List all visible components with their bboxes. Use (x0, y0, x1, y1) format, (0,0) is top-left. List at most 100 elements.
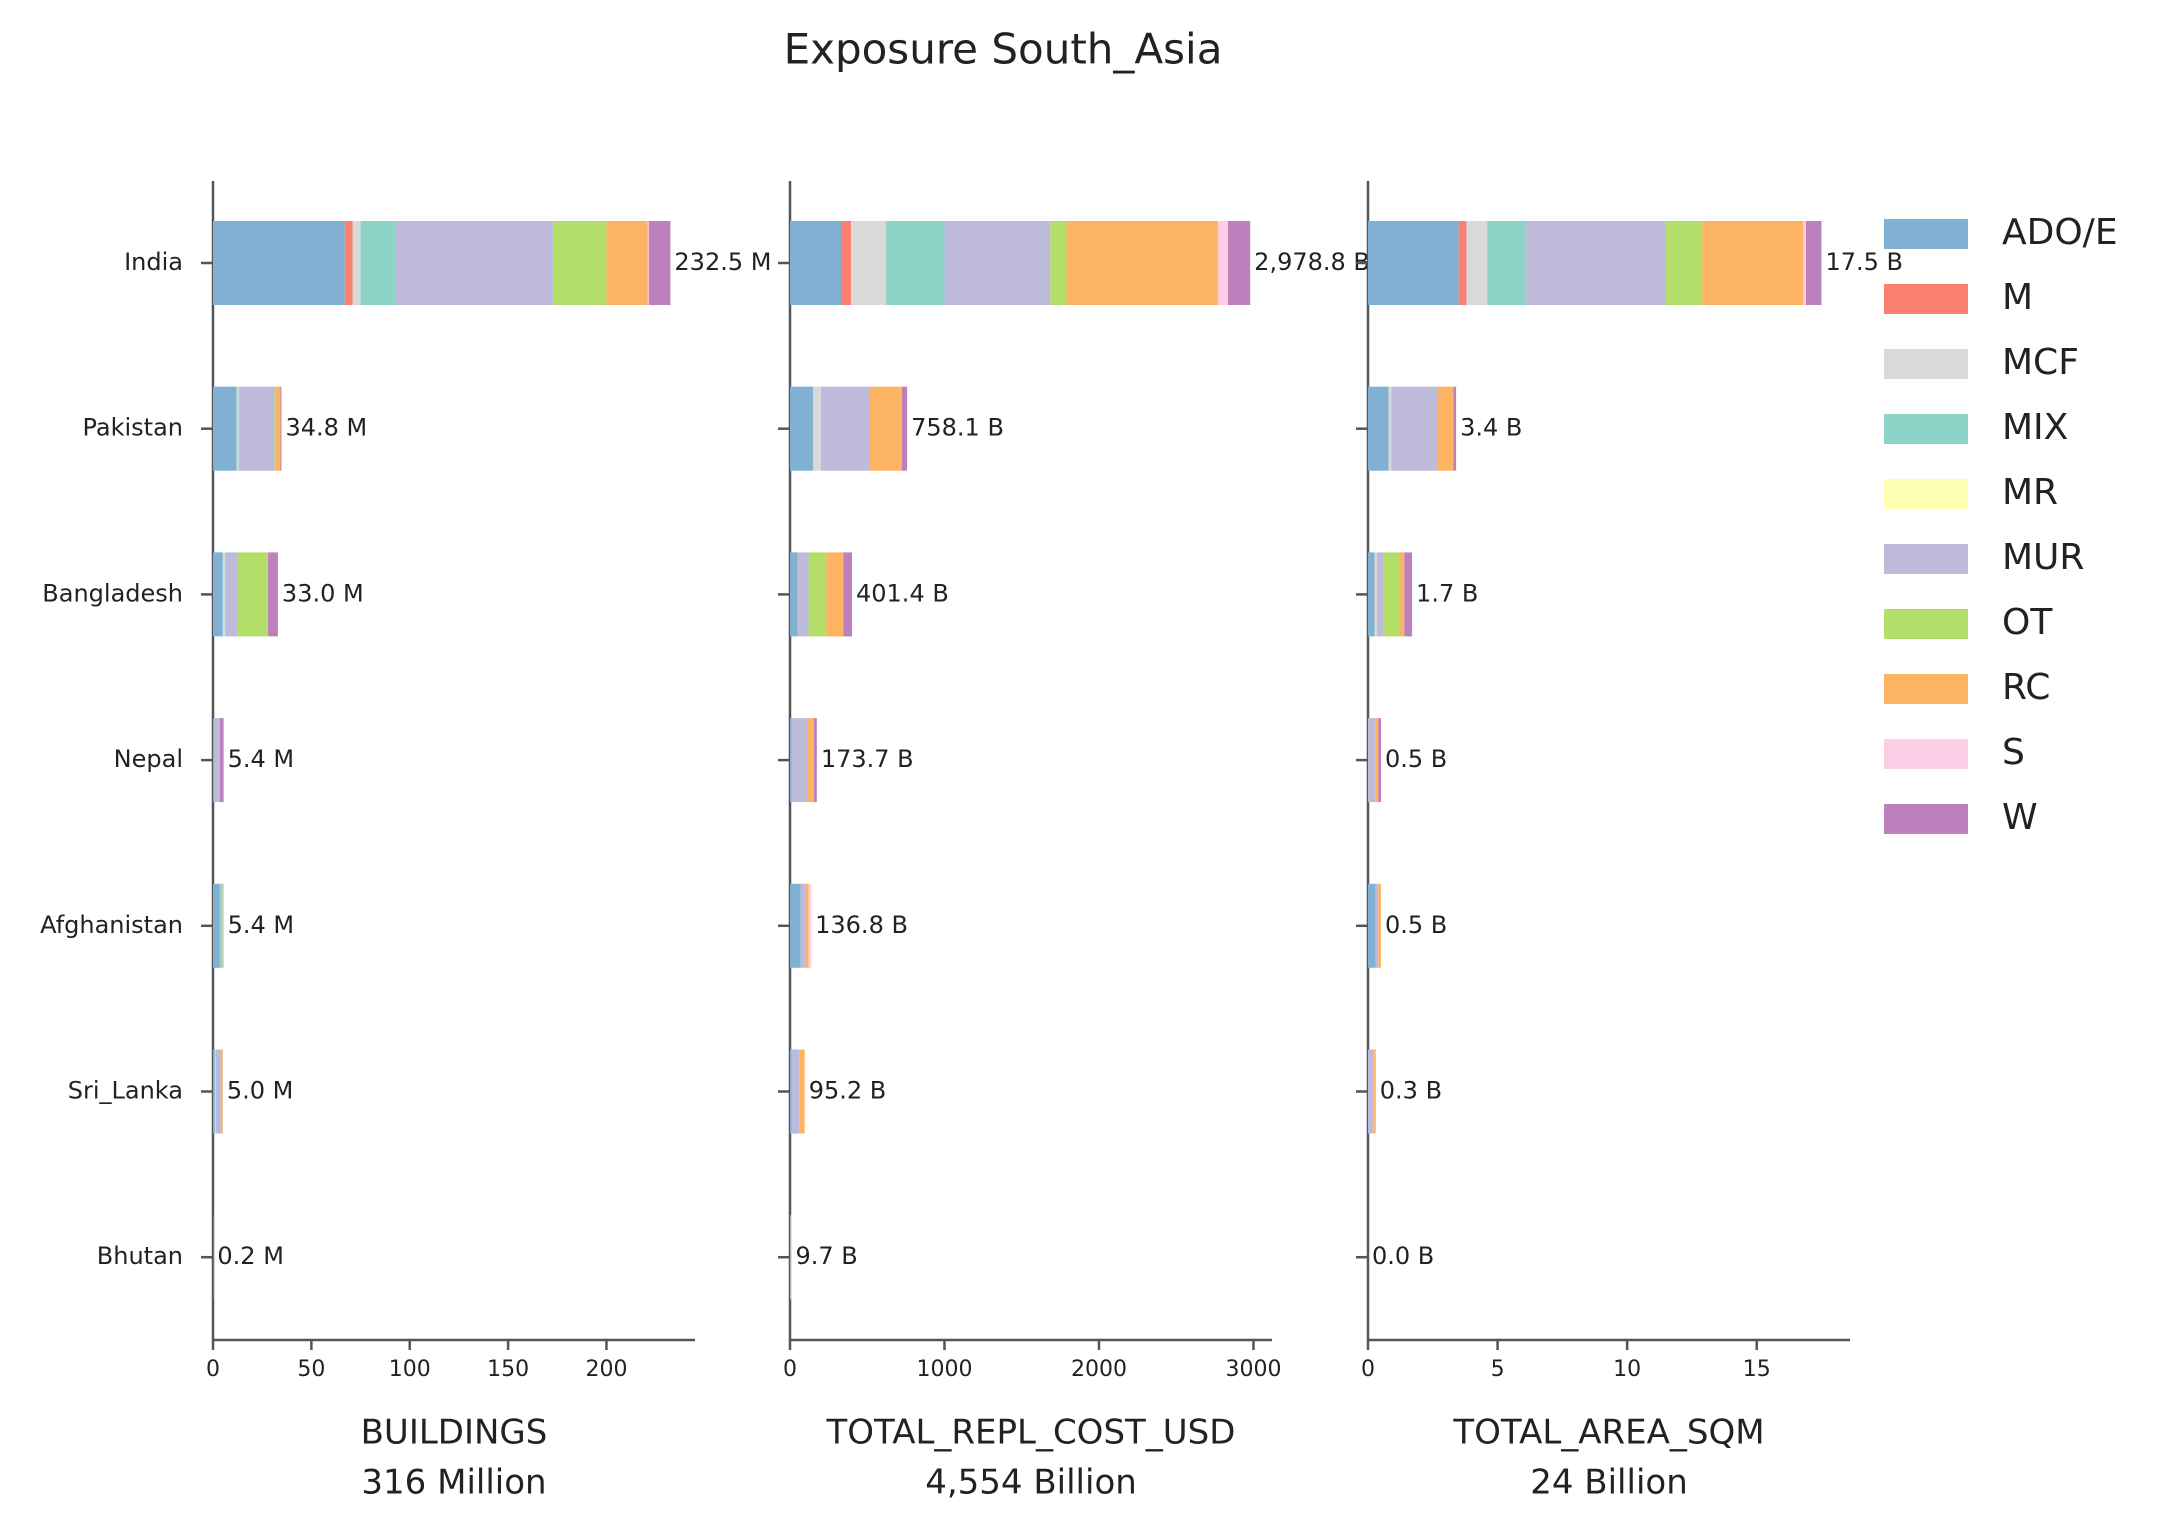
bar-segment (1368, 386, 1389, 471)
bar-segment (820, 386, 870, 471)
bar-segment (220, 883, 223, 968)
bar-segment (1388, 386, 1392, 471)
bar-segment (1453, 386, 1457, 471)
bar-segment (1378, 883, 1381, 968)
bar-segment (1227, 221, 1251, 305)
x-tick-label: 2000 (1071, 1357, 1127, 1382)
bar-segment (851, 221, 886, 305)
legend-label: RC (2002, 667, 2050, 708)
bar-segment (944, 221, 1051, 305)
bar-segment (1666, 221, 1703, 305)
bar-segment (1368, 718, 1376, 803)
bar-segment (1803, 221, 1806, 305)
bar-segment (647, 221, 649, 305)
legend-swatch (1884, 674, 1968, 704)
bar-segment (274, 386, 276, 471)
bar-segment (280, 386, 282, 471)
bar-segment (840, 221, 852, 305)
legend-swatch (1884, 739, 1968, 769)
bar-segment (806, 718, 814, 803)
bar-segment (222, 552, 225, 637)
bar-segment (790, 386, 814, 471)
bar-segment (790, 552, 798, 637)
x-tick-label: 0 (1361, 1357, 1375, 1382)
bar-segment (1437, 386, 1454, 471)
total-label: 0.5 B (1385, 745, 1447, 773)
legend-swatch (1884, 544, 1968, 574)
legend-swatch (1884, 804, 1968, 834)
chart-title: Exposure South_Asia (784, 25, 1223, 74)
bar-segment (1050, 221, 1067, 305)
legend-label: MR (2002, 472, 2058, 513)
total-label: 5.0 M (227, 1077, 294, 1105)
bar-segment (1368, 1049, 1374, 1134)
x-tick-label: 0 (783, 1357, 797, 1382)
bar-segment (790, 1049, 792, 1134)
bar-segment (213, 883, 220, 968)
bar-segment (238, 386, 240, 471)
bar-segment (213, 221, 345, 305)
bar-segment (213, 1049, 215, 1134)
legend-label: OT (2002, 602, 2053, 643)
bar-segment (221, 1049, 223, 1134)
x-axis-label: TOTAL_REPL_COST_USD (826, 1413, 1236, 1453)
bar-segment (1383, 552, 1400, 637)
total-label: 0.3 B (1380, 1077, 1442, 1105)
x-tick-label: 10 (1613, 1357, 1641, 1382)
bar-segment (215, 1049, 222, 1134)
x-tick-label: 100 (389, 1357, 431, 1382)
x-tick-label: 150 (487, 1357, 529, 1382)
x-axis-total: 316 Million (361, 1463, 546, 1503)
x-tick-label: 50 (297, 1357, 325, 1382)
bar-segment (267, 552, 269, 637)
total-label: 0.2 M (217, 1242, 284, 1270)
bar-segment (360, 221, 396, 305)
bar-segment (213, 552, 223, 637)
x-axis-total: 4,554 Billion (925, 1463, 1137, 1503)
bar-segment (213, 718, 214, 803)
bar-segment (239, 386, 275, 471)
x-tick-label: 200 (585, 1357, 627, 1382)
legend-label: W (2002, 797, 2038, 838)
legend-swatch (1884, 609, 1968, 639)
bar-segment (1378, 718, 1381, 803)
bar-segment (813, 386, 821, 471)
bar-segment (236, 386, 239, 471)
bar-segment (1375, 718, 1379, 803)
total-label: 5.4 M (228, 745, 295, 773)
y-tick-label: Afghanistan (40, 911, 183, 939)
y-tick-label: Sri_Lanka (68, 1077, 183, 1105)
legend-swatch (1884, 219, 1968, 249)
bar-segment (791, 718, 807, 803)
bar-segment (1377, 552, 1384, 637)
bar-segment (885, 221, 945, 305)
bar-segment (1404, 552, 1413, 637)
bar-segment (553, 221, 607, 305)
x-tick-label: 3000 (1225, 1357, 1281, 1382)
total-label: 3.4 B (1460, 414, 1522, 442)
bar-segment (1217, 221, 1228, 305)
total-label: 33.0 M (282, 579, 364, 607)
bar-segment (219, 883, 221, 968)
legend-label: MUR (2002, 537, 2084, 578)
bar-segment (1368, 883, 1376, 968)
bar-segment (1458, 221, 1467, 305)
bar-segment (826, 552, 844, 637)
x-axis-label: TOTAL_AREA_SQM (1452, 1413, 1764, 1453)
bar-segment (843, 552, 853, 637)
y-tick-label: Bhutan (97, 1242, 183, 1270)
bar-segment (1066, 221, 1218, 305)
bar-segment (1374, 552, 1378, 637)
bar-segment (808, 552, 827, 637)
x-axis-label: BUILDINGS (361, 1413, 548, 1453)
x-tick-label: 5 (1491, 1357, 1505, 1382)
x-tick-label: 0 (206, 1357, 220, 1382)
bar-segment (268, 552, 278, 637)
bar-segment (805, 883, 809, 968)
legend-label: MCF (2002, 342, 2079, 383)
y-tick-label: India (124, 248, 183, 276)
total-label: 17.5 B (1825, 248, 1903, 276)
bar-segment (213, 718, 219, 803)
total-label: 173.7 B (821, 745, 914, 773)
